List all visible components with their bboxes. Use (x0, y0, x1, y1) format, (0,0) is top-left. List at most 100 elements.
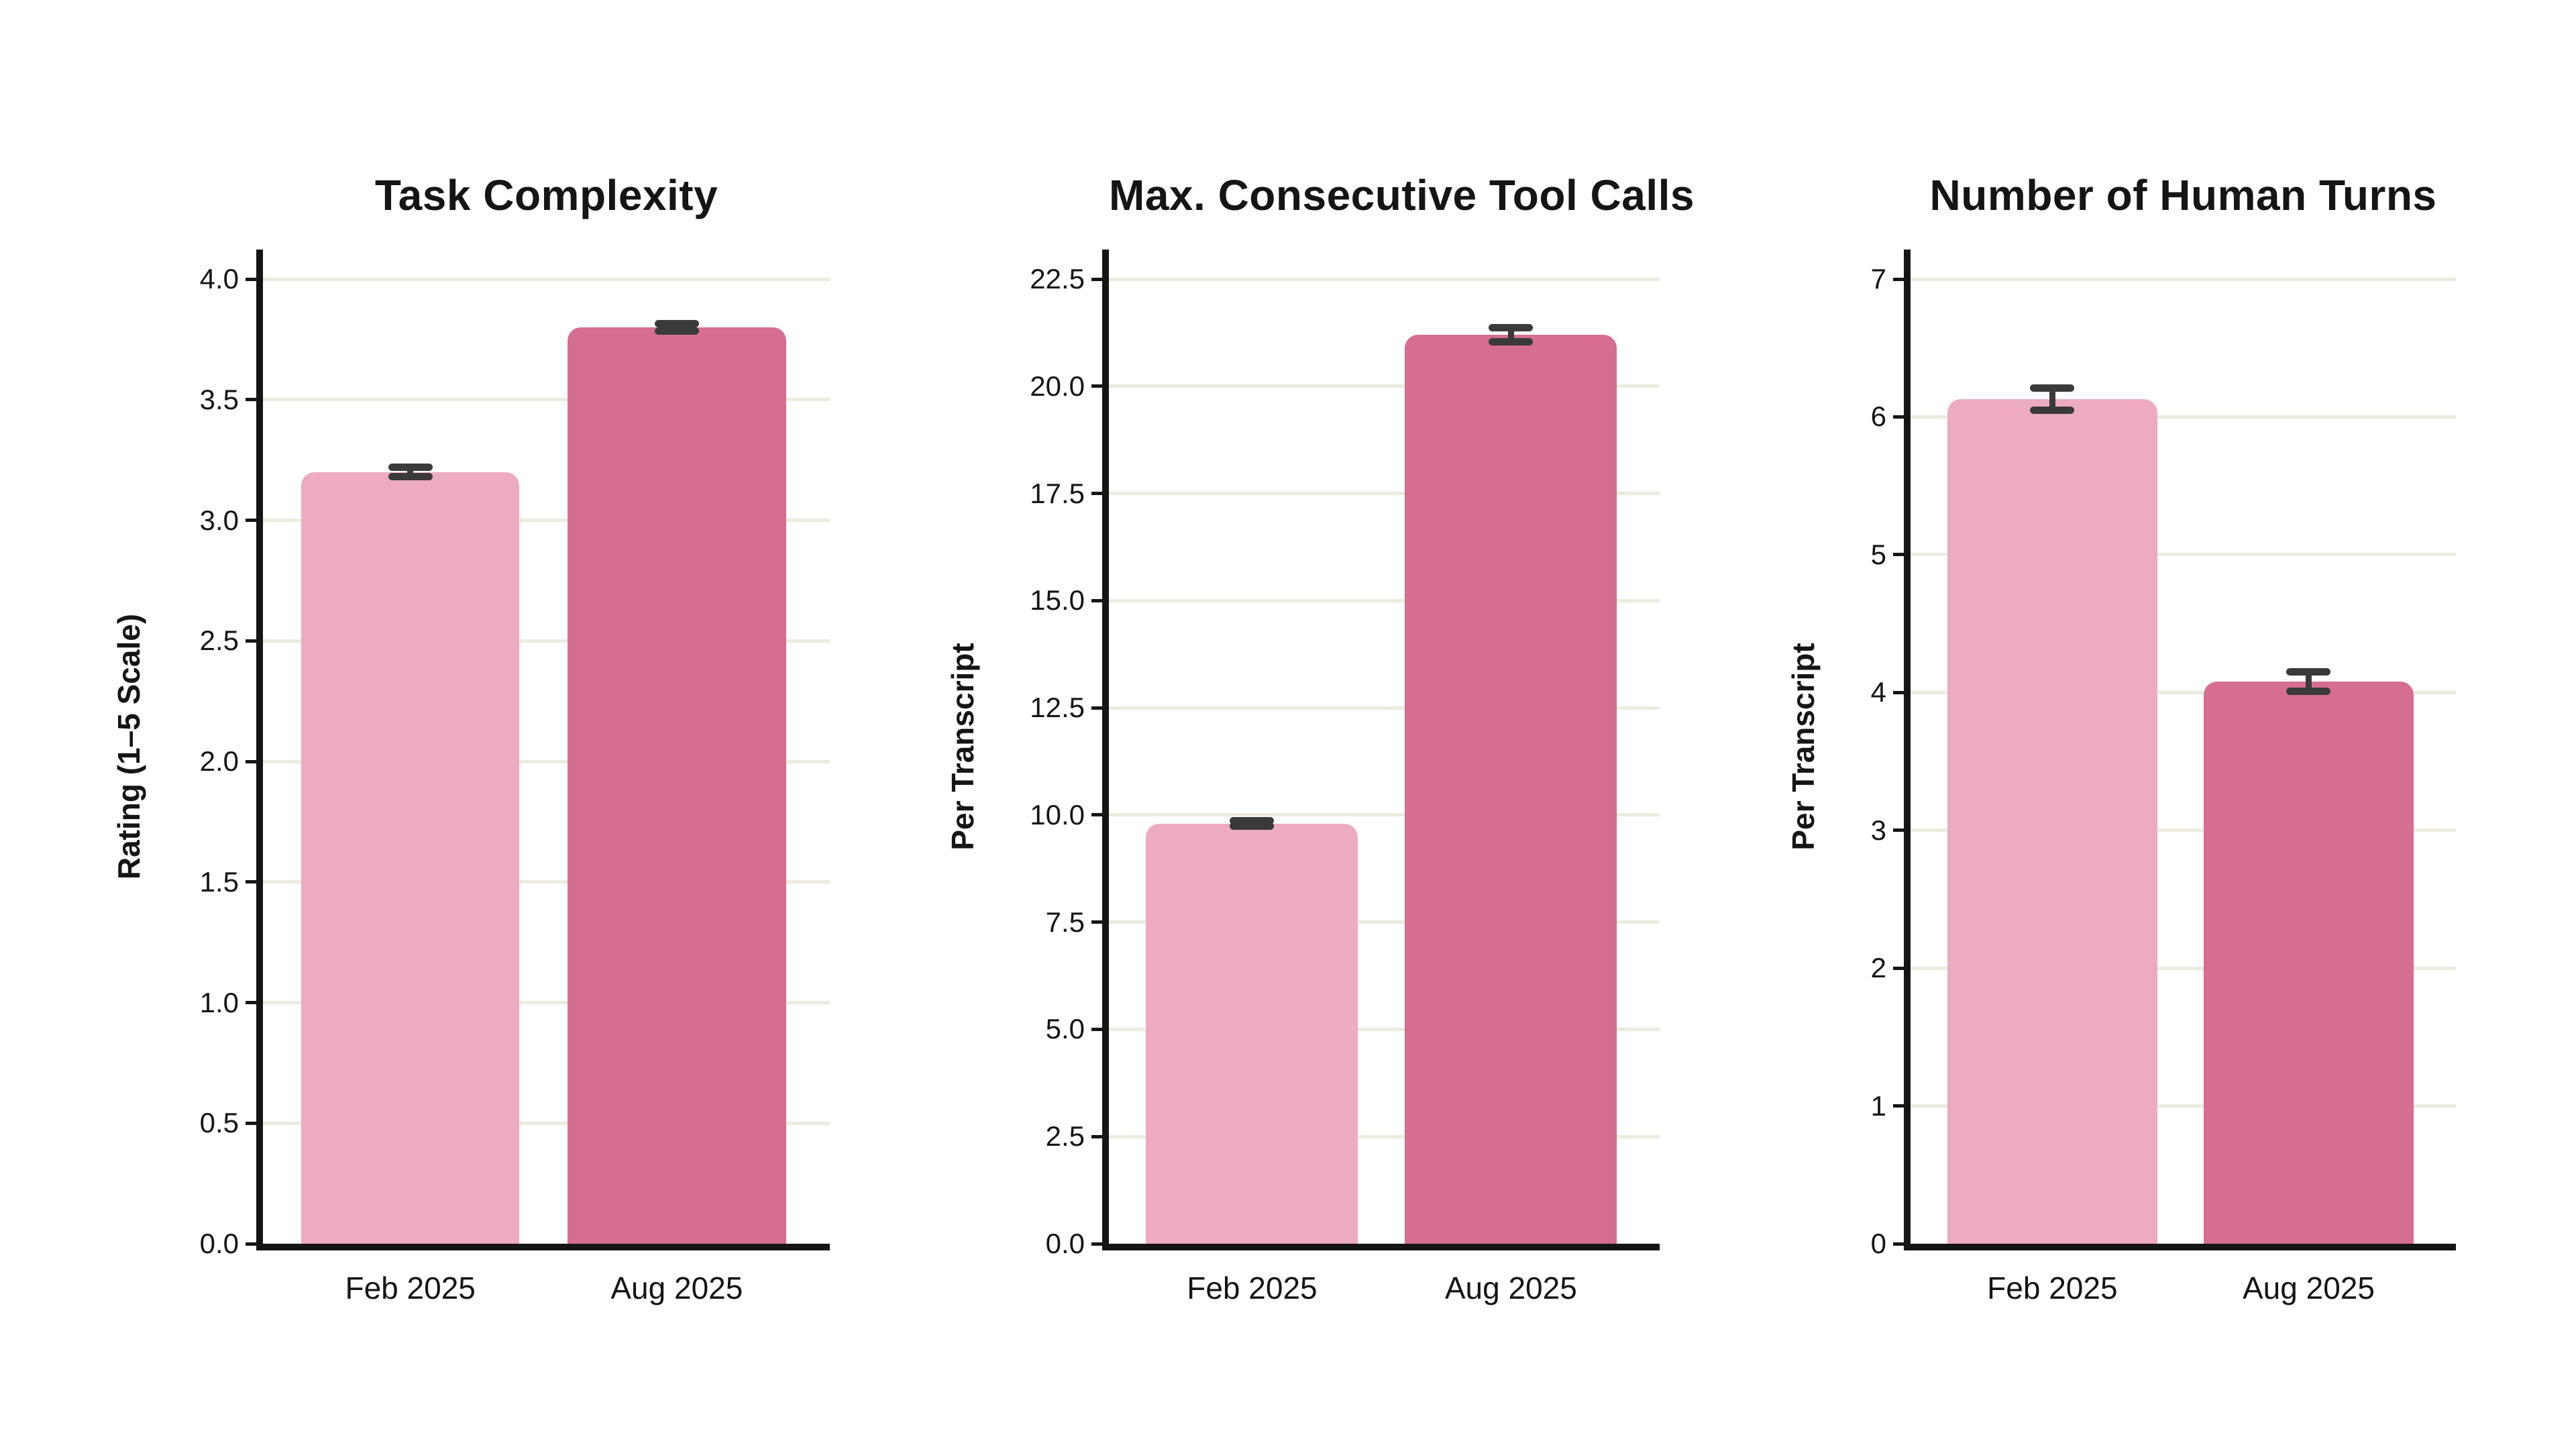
y-tick-label: 3 (1870, 814, 1886, 846)
error-bar (2305, 672, 2312, 692)
error-bar-cap (1230, 817, 1275, 825)
error-bar-cap (654, 327, 699, 335)
gridline (1109, 706, 1660, 710)
x-axis-spine (1102, 1244, 1660, 1250)
y-tick (246, 1242, 256, 1246)
y-axis-spine (1904, 250, 1911, 1250)
y-tick (1893, 966, 1904, 970)
bar-feb-2025 (1146, 823, 1358, 1244)
y-tick-label: 7.5 (1045, 906, 1085, 938)
y-tick-label: 0.0 (199, 1228, 239, 1259)
error-bar-cap (1489, 324, 1534, 332)
gridline (1109, 384, 1660, 388)
gridline (263, 277, 830, 281)
bar-aug-2025 (2203, 681, 2414, 1244)
error-bar-cap (654, 320, 699, 327)
gridline (1911, 966, 2456, 970)
y-tick-label: 2.5 (1045, 1120, 1085, 1152)
y-tick-label: 4.0 (199, 263, 239, 294)
y-tick-label: 4 (1870, 676, 1886, 708)
error-bar (2049, 388, 2055, 411)
y-tick (1893, 415, 1904, 419)
gridline (1911, 1104, 2456, 1108)
y-tick (1091, 706, 1102, 710)
y-tick-label: 0.0 (1045, 1228, 1085, 1259)
y-tick-label: 10.0 (1030, 798, 1085, 830)
x-tick-label: Aug 2025 (2243, 1271, 2375, 1305)
y-tick-label: 5.0 (1045, 1013, 1085, 1045)
y-tick-label: 3.0 (199, 504, 239, 536)
y-tick (1091, 1134, 1102, 1138)
gridline (1911, 690, 2456, 694)
y-tick-label: 2.5 (199, 625, 239, 657)
error-bar-cap (1489, 337, 1534, 345)
y-tick (1091, 384, 1102, 388)
y-tick (1893, 553, 1904, 557)
y-tick-label: 2 (1870, 952, 1886, 984)
y-tick-label: 0.5 (199, 1107, 239, 1139)
y-tick (1893, 828, 1904, 833)
y-tick-label: 17.5 (1030, 477, 1085, 509)
gridline (263, 639, 830, 643)
error-bar-cap (1230, 822, 1275, 830)
y-tick (1893, 1104, 1904, 1108)
error-bar (674, 323, 680, 331)
gridline (263, 1121, 830, 1125)
gridline (1109, 1134, 1660, 1138)
x-tick-label: Feb 2025 (345, 1271, 476, 1305)
y-tick (1091, 277, 1102, 281)
bar-feb-2025 (1947, 398, 2157, 1244)
x-axis-spine (256, 1244, 830, 1250)
gridline (1109, 920, 1660, 924)
error-bar-cap (2286, 687, 2331, 695)
gridline (1911, 828, 2456, 833)
error-bar-cap (388, 463, 433, 471)
y-tick (1893, 1242, 1904, 1246)
y-tick-label: 12.5 (1030, 692, 1085, 724)
error-bar-cap (388, 473, 433, 481)
y-tick (1893, 277, 1904, 281)
error-bar-cap (2030, 384, 2075, 392)
y-tick (246, 398, 256, 402)
plot-area (1911, 250, 2456, 1244)
x-tick-label: Aug 2025 (610, 1271, 743, 1305)
bar-aug-2025 (568, 327, 786, 1244)
gridline (1109, 598, 1660, 602)
y-tick-label: 15.0 (1030, 584, 1085, 616)
y-axis-label: Per Transcript (945, 643, 980, 851)
y-tick-label: 22.5 (1030, 263, 1085, 294)
gridline (263, 398, 830, 402)
y-tick-label: 7 (1870, 263, 1886, 294)
gridline (1109, 277, 1660, 281)
bar-aug-2025 (1405, 335, 1617, 1244)
y-tick (246, 519, 256, 522)
y-tick-label: 20.0 (1030, 370, 1085, 402)
gridline (263, 759, 830, 763)
gridline (1911, 277, 2456, 281)
gridline (1109, 1027, 1660, 1031)
chart-title: Max. Consecutive Tool Calls (1109, 171, 1695, 220)
bar-feb-2025 (301, 472, 520, 1244)
chart-title: Task Complexity (374, 171, 718, 220)
y-tick (1091, 492, 1102, 496)
plot-area (1109, 250, 1660, 1244)
gridline (1109, 492, 1660, 496)
y-axis-spine (1102, 250, 1109, 1250)
y-tick (1091, 1027, 1102, 1031)
x-axis-spine (1904, 1244, 2456, 1250)
y-tick (246, 759, 256, 763)
gridline (1911, 553, 2456, 557)
gridline (263, 880, 830, 884)
gridline (263, 1001, 830, 1004)
y-tick-label: 6 (1870, 400, 1886, 433)
y-tick-label: 3.5 (199, 383, 239, 415)
y-tick-label: 2.0 (199, 745, 239, 777)
error-bar-cap (2286, 667, 2331, 676)
y-axis-label: Rating (1–5 Scale) (111, 613, 146, 880)
gridline (263, 519, 830, 522)
gridline (1109, 813, 1660, 817)
y-axis-label: Per Transcript (1786, 643, 1821, 851)
